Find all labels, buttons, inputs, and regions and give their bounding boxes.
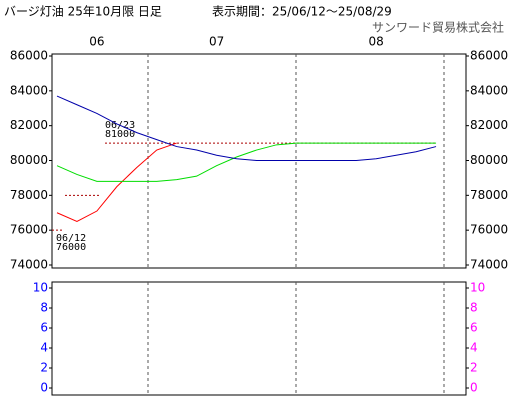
y-tick-label: 2 bbox=[40, 361, 48, 375]
y2-tick-label: 82000 bbox=[470, 118, 508, 132]
y-tick-label: 74000 bbox=[10, 258, 48, 272]
y-tick-label: 80000 bbox=[10, 153, 48, 167]
annotation: 06/12 bbox=[56, 233, 86, 244]
y-tick-label: 76000 bbox=[10, 223, 48, 237]
plot-frame bbox=[51, 281, 467, 396]
series-line bbox=[56, 142, 437, 182]
y-tick-label: 0 bbox=[40, 381, 48, 395]
y2-tick-label: 10 bbox=[470, 281, 485, 295]
y2-tick-label: 80000 bbox=[470, 153, 508, 167]
source: サンワード貿易株式会社 bbox=[372, 20, 504, 35]
y-tick-label: 4 bbox=[40, 341, 48, 355]
x-tick-label: 06 bbox=[89, 35, 104, 49]
y2-tick-label: 8 bbox=[470, 301, 478, 315]
x-tick-label: 07 bbox=[209, 35, 224, 49]
annotation: 76000 bbox=[56, 242, 86, 253]
series-line bbox=[56, 95, 437, 161]
y2-tick-label: 4 bbox=[470, 341, 478, 355]
y-tick-label: 8 bbox=[40, 301, 48, 315]
annotation: 81000 bbox=[105, 129, 135, 140]
y-tick-label: 84000 bbox=[10, 83, 48, 97]
y2-tick-label: 86000 bbox=[470, 49, 508, 63]
y2-tick-label: 6 bbox=[470, 321, 478, 335]
y-tick-label: 86000 bbox=[10, 49, 48, 63]
y2-tick-label: 78000 bbox=[470, 188, 508, 202]
series-line bbox=[56, 142, 177, 223]
y-tick-label: 10 bbox=[33, 281, 48, 295]
chart-title: バージ灯油 25年10月限 日足 bbox=[4, 5, 162, 19]
y-tick-label: 82000 bbox=[10, 118, 48, 132]
x-tick-label: 08 bbox=[369, 35, 384, 49]
y2-tick-label: 84000 bbox=[470, 83, 508, 97]
y-tick-label: 6 bbox=[40, 321, 48, 335]
chart-subtitle: 表示期間：25/06/12～25/08/29 bbox=[212, 5, 392, 19]
y2-tick-label: 2 bbox=[470, 361, 478, 375]
y-tick-label: 78000 bbox=[10, 188, 48, 202]
y2-tick-label: 0 bbox=[470, 381, 478, 395]
y2-tick-label: 74000 bbox=[470, 258, 508, 272]
y2-tick-label: 76000 bbox=[470, 223, 508, 237]
